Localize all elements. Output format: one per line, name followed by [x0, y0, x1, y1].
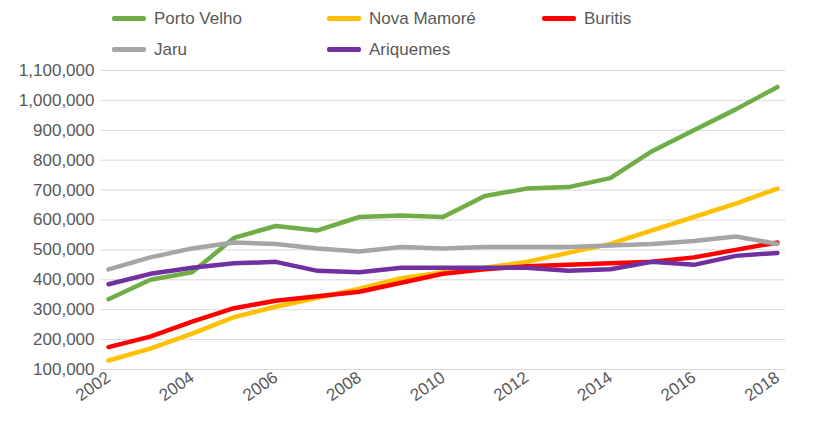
svg-text:100,000: 100,000 [33, 360, 94, 379]
html-text:Nova Mamoré: Nova Mamoré [369, 8, 476, 28]
html-text:Jaru: Jaru [154, 39, 188, 59]
svg-text:2008: 2008 [323, 368, 365, 405]
svg-text:2018: 2018 [741, 368, 783, 405]
svg-text:600,000: 600,000 [33, 210, 94, 229]
html-text:Buritis: Buritis [584, 8, 632, 28]
svg-text:200,000: 200,000 [33, 330, 94, 349]
svg-text:700,000: 700,000 [33, 181, 94, 200]
svg-text:2004: 2004 [156, 368, 198, 405]
svg-text:400,000: 400,000 [33, 270, 94, 289]
svg-text:2016: 2016 [657, 368, 699, 405]
svg-text:800,000: 800,000 [33, 151, 94, 170]
svg-text:300,000: 300,000 [33, 300, 94, 319]
svg-text:900,000: 900,000 [33, 121, 94, 140]
svg-text:2002: 2002 [72, 368, 114, 405]
svg-text:500,000: 500,000 [33, 240, 94, 259]
html-text:Ariquemes: Ariquemes [369, 39, 451, 59]
html-text:Porto Velho: Porto Velho [154, 8, 242, 28]
svg-text:1,000,000: 1,000,000 [19, 91, 95, 110]
svg-text:1,100,000: 1,100,000 [19, 62, 95, 80]
svg-text:2010: 2010 [407, 368, 449, 405]
svg-text:2012: 2012 [490, 368, 532, 405]
svg-text:2014: 2014 [574, 368, 616, 405]
svg-text:2006: 2006 [239, 368, 281, 405]
